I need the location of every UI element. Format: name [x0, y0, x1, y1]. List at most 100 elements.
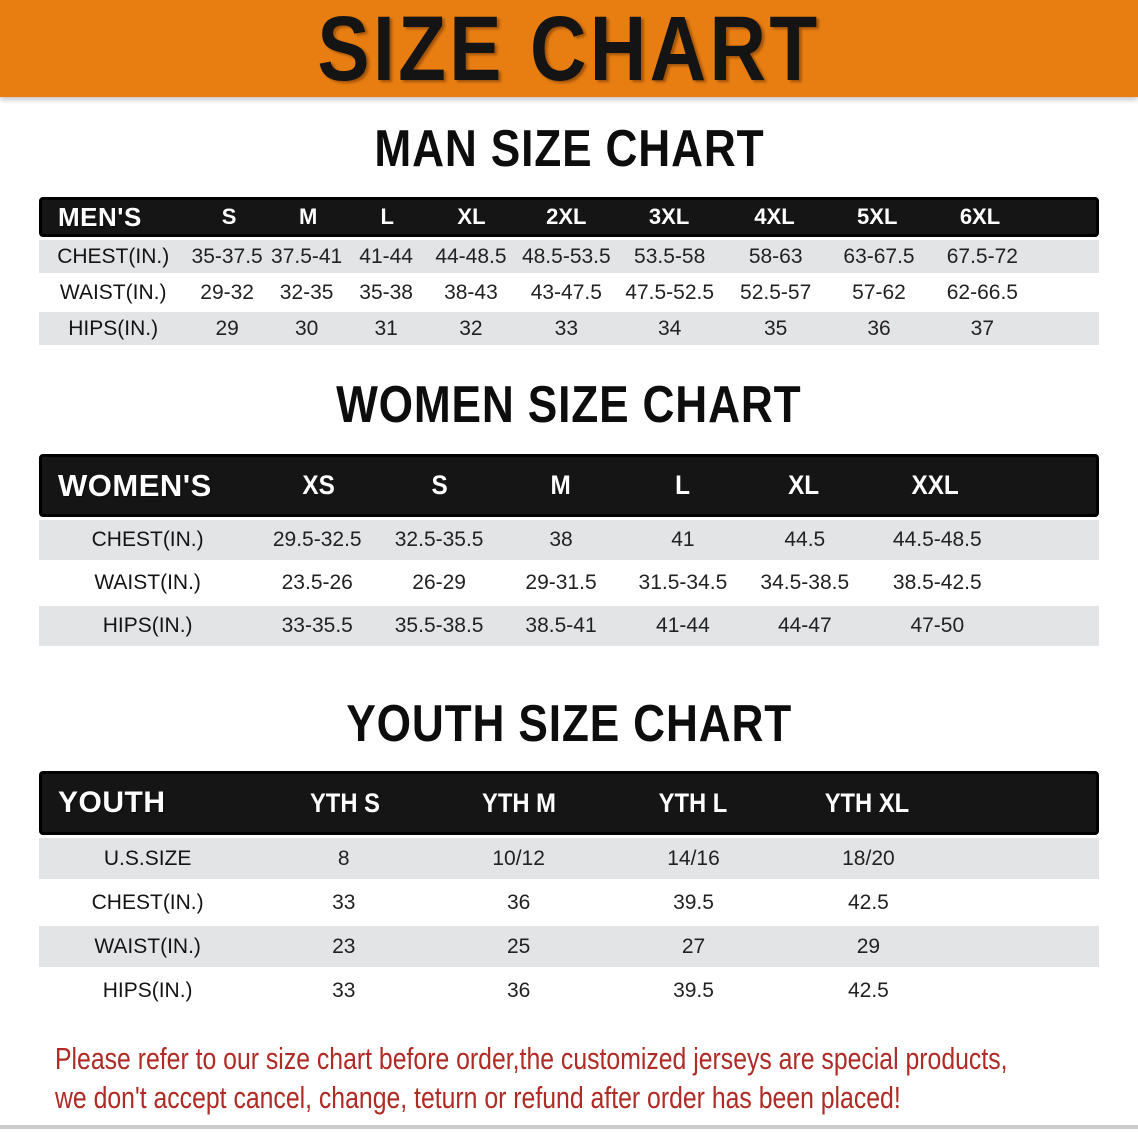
- size-value: 36: [867, 316, 891, 340]
- size-value: 30: [294, 316, 319, 340]
- youth-row-waist-in: WAIST(IN.) 23 25 27 29: [39, 926, 1099, 967]
- section-men: MAN SIZE CHART MEN'S S M L XL 2XL 3XL 4XL 5XL 6XL C…: [0, 120, 1138, 345]
- women-group-label: WOMEN'S: [58, 467, 212, 503]
- women-row-chest-in: CHEST(IN.) 29.5-32.5 32.5-35.5 38 41 44.5 44.5…: [39, 520, 1099, 560]
- men-size-header-4xl: 4XL: [754, 204, 795, 229]
- youth-table-header-row: YOUTH YTH S YTH M YTH L YTH XL: [39, 771, 1099, 835]
- size-value: 23.5-26: [281, 571, 353, 594]
- size-value: 44-47: [777, 614, 832, 637]
- youth-row-chest-in: CHEST(IN.) 33 36 39.5 42.5: [39, 882, 1099, 923]
- size-value: 48.5-53.5: [521, 244, 611, 268]
- size-value: 32.5-35.5: [394, 528, 484, 551]
- women-size-table: WOMEN'S XS S M L XL XXL CHEST(IN.) 29.5-32.5 32.5…: [39, 454, 1099, 646]
- women-chart-heading-text: WOMEN SIZE CHART: [336, 376, 802, 434]
- size-value: 31: [374, 316, 398, 340]
- men-size-table: MEN'S S M L XL 2XL 3XL 4XL 5XL 6XL CHEST(IN.) 35-37…: [39, 197, 1099, 345]
- row-label: HIPS(IN.): [102, 614, 193, 637]
- men-size-header-s: S: [221, 204, 237, 229]
- size-value: 41-44: [656, 614, 710, 637]
- size-value: 27: [681, 934, 706, 958]
- size-value: 52.5-57: [740, 280, 812, 304]
- size-value: 25: [506, 934, 531, 958]
- size-value: 34: [657, 316, 682, 340]
- row-label: HIPS(IN.): [102, 978, 193, 1002]
- size-value: 23: [332, 934, 356, 958]
- size-value: 41: [671, 528, 695, 551]
- size-value: 38.5-41: [525, 614, 597, 637]
- size-value: 39.5: [673, 890, 714, 914]
- men-group-label: MEN'S: [58, 201, 142, 232]
- size-value: 34.5-38.5: [760, 571, 850, 594]
- men-table-header-row: MEN'S S M L XL 2XL 3XL 4XL 5XL 6XL: [39, 197, 1099, 237]
- size-value: 67.5-72: [946, 244, 1018, 268]
- women-size-header-xxl: XXL: [911, 470, 959, 500]
- size-value: 38.5-42.5: [892, 571, 982, 594]
- size-chart-sections: MAN SIZE CHART MEN'S S M L XL 2XL 3XL 4XL 5XL 6XL C…: [0, 120, 1138, 1011]
- size-value: 44.5-48.5: [892, 528, 982, 551]
- row-label: HIPS(IN.): [68, 316, 159, 340]
- youth-row-u-s-size: U.S.SIZE 8 10/12 14/16 18/20: [39, 838, 1099, 879]
- section-women: WOMEN SIZE CHART WOMEN'S XS S M L XL XXL CHEST(I…: [0, 376, 1138, 646]
- women-size-header-l: L: [674, 470, 690, 500]
- size-value: 31.5-34.5: [638, 571, 728, 594]
- size-value: 44.5: [784, 528, 826, 551]
- youth-size-header-yth-s: YTH S: [310, 787, 380, 818]
- men-size-header-6xl: 6XL: [959, 204, 1001, 229]
- size-value: 35.5-38.5: [394, 614, 484, 637]
- women-size-header-xs: XS: [302, 470, 335, 500]
- size-value: 53.5-58: [634, 244, 706, 268]
- size-value: 29.5-32.5: [272, 528, 362, 551]
- size-value: 37: [970, 316, 995, 340]
- size-value: 36: [506, 978, 531, 1002]
- youth-row-hips-in: HIPS(IN.) 33 36 39.5 42.5: [39, 970, 1099, 1011]
- men-row-waist-in: WAIST(IN.) 29-32 32-35 35-38 38-43 43-47.5 47.…: [39, 276, 1099, 309]
- men-size-header-xl: XL: [457, 204, 486, 229]
- size-value: 35: [763, 316, 788, 340]
- size-value: 63-67.5: [843, 244, 915, 268]
- size-value: 43-47.5: [530, 280, 602, 304]
- size-value: 39.5: [673, 978, 714, 1002]
- row-label: WAIST(IN.): [59, 280, 167, 304]
- section-youth: YOUTH SIZE CHART YOUTH YTH S YTH M YTH L YTH …: [0, 695, 1138, 1011]
- size-value: 47.5-52.5: [625, 280, 715, 304]
- size-value: 33: [332, 890, 356, 914]
- disclaimer-note: Please refer to our size chart before or…: [0, 1039, 1138, 1117]
- size-value: 10/12: [492, 846, 545, 870]
- men-size-header-2xl: 2XL: [546, 204, 587, 229]
- size-value: 29-32: [200, 280, 254, 304]
- row-label: WAIST(IN.): [94, 934, 201, 958]
- size-value: 62-66.5: [946, 280, 1018, 304]
- size-value: 58-63: [748, 244, 803, 268]
- size-value: 37.5-41: [271, 244, 343, 268]
- men-chart-heading-text: MAN SIZE CHART: [373, 120, 765, 178]
- youth-chart-heading-text: YOUTH SIZE CHART: [346, 695, 792, 753]
- row-label: WAIST(IN.): [94, 571, 201, 594]
- size-value: 33: [332, 978, 356, 1002]
- size-value: 41-44: [359, 244, 413, 268]
- size-value: 14/16: [667, 846, 720, 870]
- men-size-header-5xl: 5XL: [857, 204, 898, 229]
- size-value: 26-29: [412, 571, 466, 594]
- size-value: 29: [856, 934, 881, 958]
- youth-size-header-yth-m: YTH M: [481, 787, 556, 818]
- youth-size-table: YOUTH YTH S YTH M YTH L YTH XL U.S.SIZE 8 10/12…: [39, 771, 1099, 1011]
- youth-size-header-yth-l: YTH L: [658, 787, 728, 818]
- women-chart-heading: WOMEN SIZE CHART: [0, 376, 1138, 434]
- disclaimer-line-2: we don't accept cancel, change, teturn o…: [55, 1080, 901, 1115]
- youth-chart-heading: YOUTH SIZE CHART: [0, 695, 1138, 753]
- women-size-header-s: S: [431, 470, 448, 500]
- disclaimer-line-1: Please refer to our size chart before or…: [55, 1041, 1008, 1076]
- men-size-header-m: M: [298, 204, 318, 229]
- size-value: 32-35: [279, 280, 334, 304]
- women-size-header-xl: XL: [787, 470, 820, 500]
- size-value: 44-48.5: [435, 244, 507, 268]
- bottom-divider: [0, 1125, 1138, 1129]
- size-value: 29: [215, 316, 239, 340]
- men-row-chest-in: CHEST(IN.) 35-37.5 37.5-41 41-44 44-48.5 48.5…: [39, 240, 1099, 273]
- row-label: CHEST(IN.): [57, 244, 170, 268]
- size-value: 42.5: [847, 890, 889, 914]
- women-size-header-m: M: [550, 470, 572, 500]
- row-label: U.S.SIZE: [103, 846, 192, 870]
- size-value: 47-50: [910, 614, 965, 637]
- men-size-header-3xl: 3XL: [648, 204, 690, 229]
